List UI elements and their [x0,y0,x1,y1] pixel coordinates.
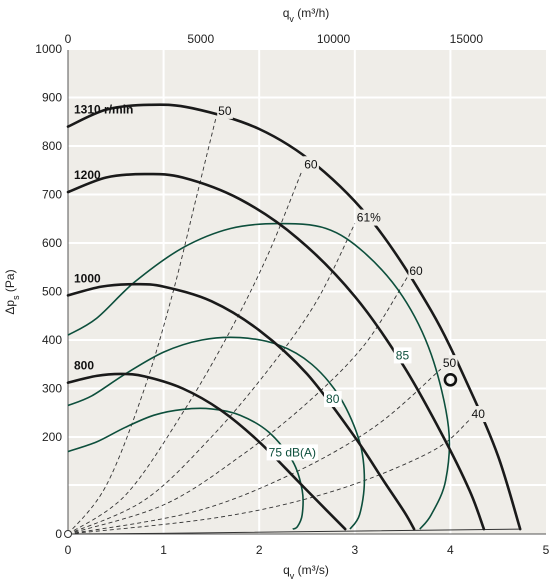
curve-labels: 1310 r/min 1200 1000 800 50 60 61% 60 50 40 75 dB(… [74,102,487,461]
efficiency-label-5: 40 [472,407,486,421]
speed-label-1: 1200 [74,168,101,182]
x-tick-label: 3 [351,543,358,557]
efficiency-curve-0 [67,116,217,535]
efficiency-label-4: 50 [443,356,457,370]
y-tick-label: 0 [55,527,62,541]
x-tick-label: 0 [65,543,72,557]
origin-point [64,530,72,538]
y-tick-label: 200 [42,430,62,444]
base-line [67,528,521,535]
x-tick-label: 4 [447,543,454,557]
speed-label-3: 800 [74,359,94,373]
speed-label-2: 1000 [74,271,101,285]
top-tick-label: 10000 [317,32,351,46]
efficiency-label-0: 50 [218,104,232,118]
y-tick-label: 600 [42,236,62,250]
efficiency-label-3: 60 [409,264,423,278]
efficiency-label-2: 61% [357,211,381,225]
speed-curve-1 [66,172,486,531]
y-tick-label: 400 [42,333,62,347]
x-axis-title: qv (m³/s) [283,563,329,581]
x-tick-label: 2 [256,543,263,557]
y-tick-label: 900 [42,91,62,105]
noise-label-1-bg [324,391,342,408]
y-tick-label: 800 [42,139,62,153]
noise-curve-0 [67,407,304,530]
efficiency-label-1-bg [303,156,319,173]
noise-label-1: 80 [326,392,340,406]
efficiency-curve-2 [67,223,356,535]
efficiency-label-0-bg [217,102,233,119]
efficiency-curve-4 [67,368,442,535]
efficiency-label-1: 60 [304,157,318,171]
noise-label-2-bg [393,347,412,364]
speed-curve-3 [66,372,347,531]
top-tick-label: 15000 [450,32,484,46]
top-axis-title: qv (m³/h) [283,6,330,24]
x-tick-label: 1 [160,543,167,557]
y-axis-title: Δps (Pa) [3,269,21,314]
efficiency-label-4-bg [441,355,458,372]
noise-label-0-bg [266,444,319,461]
efficiency-curve-3 [67,276,408,535]
speed-label-0: 1310 r/min [74,103,133,117]
noise-label-0: 75 dB(A) [269,445,316,459]
y-tick-label: 300 [42,382,62,396]
x-tick-label: 5 [543,543,550,557]
efficiency-label-3-bg [408,262,425,279]
y-tick-label: 500 [42,285,62,299]
speed-curve-2 [66,282,416,531]
y-tick-label: 1000 [35,42,62,56]
noise-label-2: 85 [396,348,410,362]
efficiency-curve-1 [67,170,303,535]
operating-point [443,372,458,387]
efficiency-label-5-bg [470,406,487,423]
efficiency-label-2-bg [355,209,383,226]
noise-curve-2 [67,222,451,530]
y-tick-label: 700 [42,188,62,202]
top-tick-label: 0 [65,32,72,46]
top-tick-label: 5000 [187,32,214,46]
efficiency-curve-5 [67,419,470,535]
